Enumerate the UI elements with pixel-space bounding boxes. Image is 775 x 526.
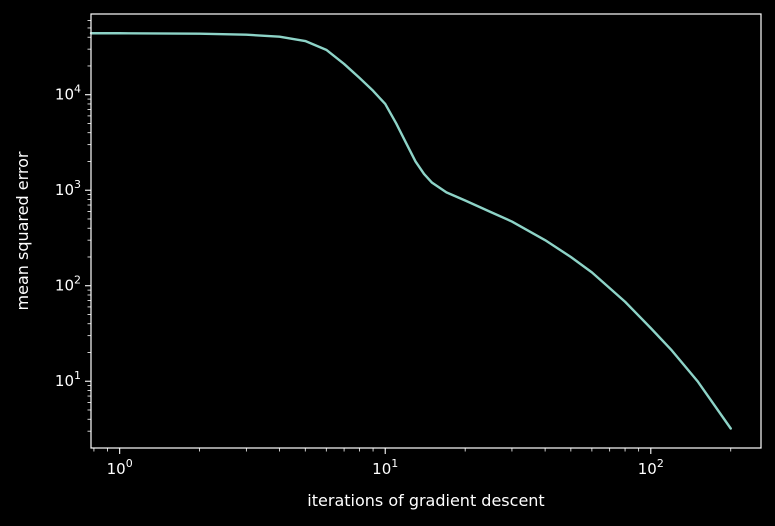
x-tick-label: 101 [372,457,398,478]
y-axis-label: mean squared error [13,151,32,310]
series-line [89,32,732,430]
x-tick-label: 100 [107,457,133,478]
y-tick-label: 103 [55,178,81,199]
x-tick-label: 102 [638,457,664,478]
plot-frame [90,13,762,449]
y-tick-label: 102 [55,274,81,295]
x-axis-label: iterations of gradient descent [307,491,544,510]
y-tick-label: 101 [55,369,81,390]
x-major-ticks: 100 101 102 [107,448,664,478]
y-major-ticks: 101 102 103 104 [55,83,91,390]
y-tick-label: 104 [55,83,81,104]
